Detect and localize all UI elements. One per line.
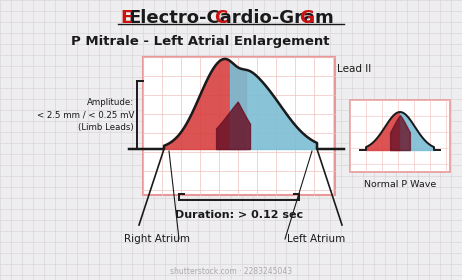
Bar: [350, 100, 450, 172]
Text: C: C: [214, 9, 228, 27]
Text: Normal P Wave: Normal P Wave: [364, 180, 436, 189]
Text: Electro-Cardio-Gram: Electro-Cardio-Gram: [128, 9, 334, 27]
Text: Left Atrium: Left Atrium: [287, 234, 345, 244]
Text: Lead II: Lead II: [337, 64, 371, 74]
Text: E: E: [121, 9, 133, 27]
Text: shutterstock.com · 2283245043: shutterstock.com · 2283245043: [170, 267, 292, 277]
Text: Amplitude:
< 2.5 mm / < 0.25 mV
(Limb Leads): Amplitude: < 2.5 mm / < 0.25 mV (Limb Le…: [36, 98, 134, 132]
Text: Right Atrium: Right Atrium: [124, 234, 190, 244]
Bar: [143, 57, 335, 195]
Text: G: G: [299, 9, 314, 27]
Text: Duration: > 0.12 sec: Duration: > 0.12 sec: [175, 210, 303, 220]
Text: P Mitrale - Left Atrial Enlargement: P Mitrale - Left Atrial Enlargement: [71, 36, 329, 48]
